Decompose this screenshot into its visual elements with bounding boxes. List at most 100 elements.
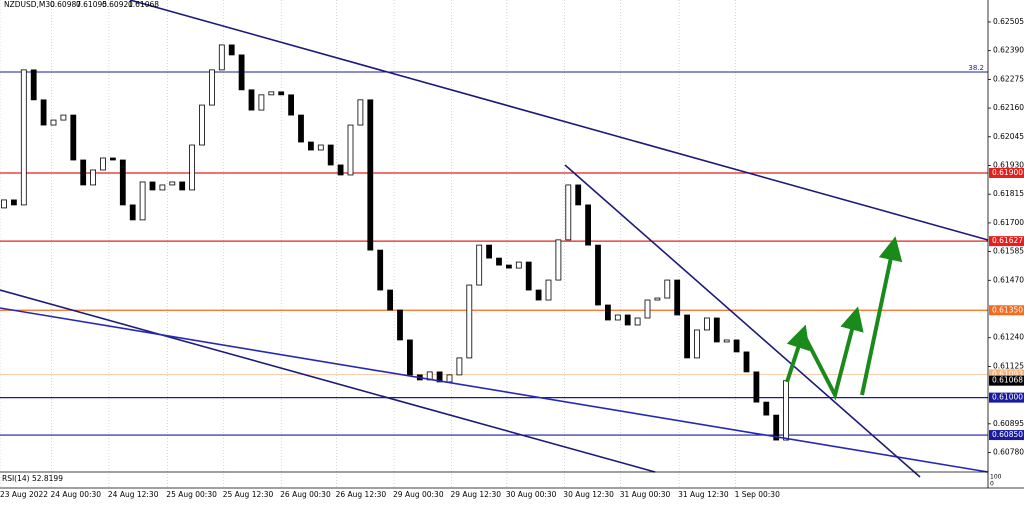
candle-body [139, 181, 146, 221]
candle-body [614, 314, 621, 321]
candle-body [585, 204, 591, 246]
candle-body [595, 244, 601, 306]
candle-body [605, 304, 611, 321]
y-tick-label: 0.61240 [993, 333, 1024, 342]
candle-body [100, 157, 106, 171]
candle-body [397, 309, 403, 341]
trendline [564, 164, 921, 478]
price-label-box [989, 392, 1024, 403]
candle-body [179, 181, 186, 191]
y-tick-label: 0.61700 [993, 218, 1024, 227]
candle-body [456, 357, 463, 376]
candle-body [50, 119, 57, 126]
candle-body [149, 181, 156, 191]
candle-body [129, 204, 136, 221]
candle-body [208, 69, 215, 106]
price-label: 0.61068 [992, 376, 1023, 385]
y-tick-label: 0.60780 [993, 448, 1024, 457]
candle-body [337, 164, 344, 176]
indicator-axis-label: 0 [990, 481, 994, 488]
header-value: 0.61095 [76, 0, 107, 9]
candle-body [70, 114, 77, 161]
candle-body [30, 69, 37, 101]
symbol: NZDUSD,M30 [4, 0, 55, 9]
y-tick-label: 0.62275 [993, 74, 1024, 83]
price-label-box [989, 430, 1024, 441]
price-label-box [989, 375, 1024, 386]
x-tick-label: 26 Aug 00:30 [280, 490, 331, 499]
x-tick-label: 24 Aug 12:30 [108, 490, 159, 499]
candle-body [505, 264, 512, 269]
arrow [860, 236, 903, 396]
candle-body [704, 317, 710, 331]
candle-body [278, 91, 285, 96]
candle-body [307, 141, 314, 151]
y-tick-label: 0.61930 [993, 160, 1024, 169]
candle-body [1, 199, 7, 209]
candle-body [664, 279, 671, 299]
candle-body [684, 314, 690, 359]
x-tick-label: 24 Aug 00:30 [50, 490, 101, 499]
candle-body [60, 114, 67, 121]
x-tick-label: 31 Aug 00:30 [620, 490, 671, 499]
header-value: 0.60987 [50, 0, 81, 9]
candle-body [733, 339, 740, 353]
price-label-box [989, 167, 1024, 178]
candle-body [90, 169, 96, 186]
candle-body [723, 339, 730, 343]
candle-body [545, 279, 552, 301]
candle-body [40, 99, 47, 126]
indicator-axis-label: 100 [990, 474, 1002, 481]
candle-body [189, 144, 196, 191]
candle-body [753, 371, 760, 403]
trendlines [0, 0, 989, 478]
x-tick-label: 1 Sep 00:30 [735, 490, 781, 499]
fib-label: 38.2 [968, 64, 984, 72]
y-tick-label: 0.61585 [993, 247, 1024, 256]
candles [1, 44, 789, 441]
candle-body [555, 239, 562, 281]
candle-body [694, 329, 700, 359]
candle-body [535, 289, 542, 301]
price-label: 0.61350 [992, 305, 1023, 314]
candle-body [446, 374, 453, 383]
candle-body [644, 299, 651, 319]
candle-body [357, 99, 364, 126]
candle-body [218, 44, 225, 71]
candle-body [288, 94, 295, 116]
grid [0, 0, 991, 488]
y-tick-label: 0.61125 [993, 361, 1024, 370]
candle-body [10, 199, 17, 206]
x-tick-label: 23 Aug 2022 [0, 490, 48, 499]
candle-body [486, 244, 493, 259]
candle-body [466, 284, 473, 359]
candle-body [228, 44, 235, 56]
candle-body [298, 114, 304, 143]
arrow [802, 306, 864, 401]
trendline [0, 289, 656, 473]
price-label-box [989, 369, 1024, 380]
forecast-arrows [785, 236, 903, 401]
candle-body [436, 371, 443, 383]
candle-body [377, 249, 384, 291]
candle-body [199, 104, 205, 146]
candle-body [110, 157, 116, 161]
candle-body [624, 314, 631, 326]
price-label: 0.61627 [992, 236, 1023, 245]
x-tick-label: 29 Aug 12:30 [450, 490, 501, 499]
candle-body [268, 91, 275, 96]
price-label-box [989, 305, 1024, 316]
candle-body [387, 289, 394, 311]
x-tick-label: 25 Aug 12:30 [223, 490, 274, 499]
candle-body [20, 69, 27, 206]
candle-body [317, 144, 324, 151]
candle-body [743, 351, 750, 373]
candle-body [367, 99, 374, 251]
candle-body [674, 279, 681, 316]
x-tick-label: 31 Aug 12:30 [678, 490, 729, 499]
y-tick-label: 0.61815 [993, 189, 1024, 198]
candle-body [654, 297, 661, 301]
